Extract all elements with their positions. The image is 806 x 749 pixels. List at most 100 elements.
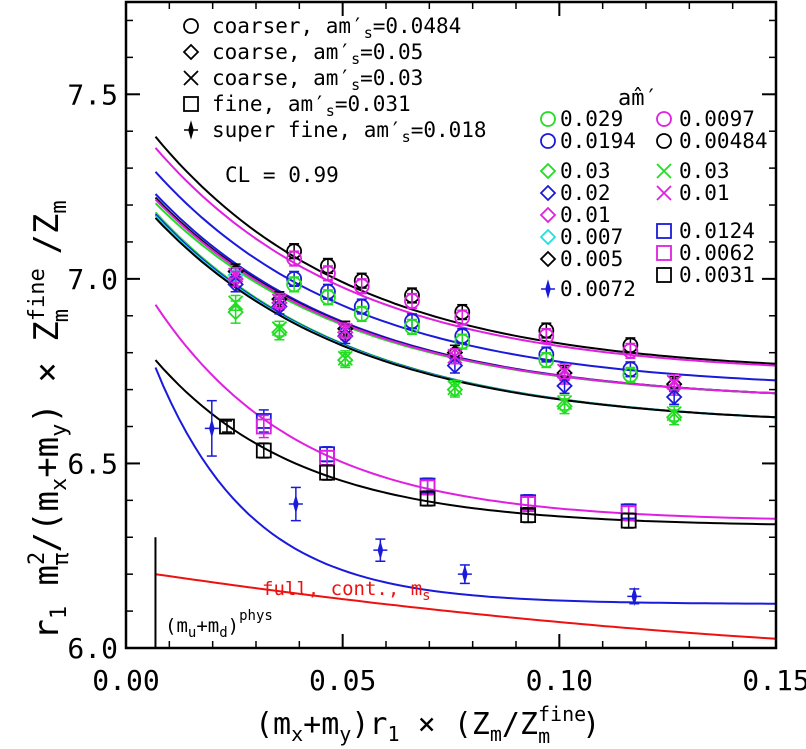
- diamond-marker: [336, 351, 354, 369]
- mass-legend-label: 0.005: [560, 247, 623, 271]
- cross-marker: [447, 348, 463, 365]
- mass-legend-entry: 0.0062: [656, 241, 755, 265]
- ensemble-legend-entry: coarser, am′s=0.0484: [183, 14, 461, 42]
- diamond-marker: [665, 409, 683, 426]
- square-marker: [419, 490, 436, 507]
- diamond-marker: [336, 327, 354, 345]
- mass-legend-label: 0.0097: [679, 107, 755, 131]
- data-point: [353, 278, 370, 295]
- x-tick-label: 0.10: [526, 664, 593, 697]
- circle-marker: [622, 342, 639, 359]
- circle-marker: [353, 306, 370, 322]
- square-marker: [656, 223, 672, 239]
- data-point: [620, 512, 637, 529]
- mass-legend-label: 0.03: [679, 159, 730, 183]
- cross-marker: [337, 350, 353, 366]
- y-tick-label: 7.0: [67, 263, 118, 296]
- ensemble-legend-entry: super fine, am′s=0.018: [184, 118, 487, 146]
- data-point: [666, 374, 682, 391]
- data-point: [404, 292, 420, 310]
- data-point: [520, 506, 537, 524]
- circle-marker: [286, 250, 303, 267]
- data-point: [447, 348, 463, 365]
- circle-marker: [404, 318, 420, 335]
- continuum-label: full, cont., ms: [262, 578, 431, 604]
- mass-legend-entry: 0.0194: [540, 129, 636, 153]
- data-point: [538, 327, 555, 345]
- square-marker: [255, 442, 272, 459]
- data-point: [622, 342, 639, 359]
- mass-legend-label: 0.0194: [560, 129, 636, 153]
- mass-legend-entry: 0.0124: [656, 219, 755, 243]
- data-point: [286, 276, 303, 293]
- fit-curves: [154, 136, 777, 640]
- circle-marker: [622, 366, 639, 383]
- y-axis-label: r1 m2π/(mx+my) × Zfinem /Zm: [25, 200, 74, 639]
- cross-marker: [656, 163, 672, 179]
- square-marker: [255, 418, 272, 435]
- circle-marker: [656, 133, 672, 149]
- mass-legend-entry: 0.00484: [656, 129, 768, 153]
- fancy-plus-marker: [627, 586, 642, 607]
- cross-marker: [271, 321, 288, 337]
- circle-marker: [538, 352, 555, 368]
- fancy-plus-marker: [457, 564, 472, 584]
- cross-marker: [227, 267, 244, 283]
- mass-legend: 0.0290.01940.030.020.010.0070.0050.00720…: [539, 107, 768, 301]
- y-tick-label: 6.0: [67, 632, 118, 665]
- data-point: [204, 399, 219, 457]
- data-point: [320, 289, 336, 306]
- mass-legend-entry: 0.0031: [656, 263, 755, 287]
- ensemble-legend-label: coarse, am′s=0.05: [212, 40, 423, 68]
- diamond-marker: [271, 298, 288, 315]
- diamond-marker: [556, 377, 573, 395]
- mass-legend-label: 0.00484: [679, 129, 768, 153]
- data-point: [227, 267, 244, 284]
- fancy-plus-marker: [288, 494, 303, 514]
- x-tick-label: 0.00: [92, 664, 159, 697]
- square-marker: [183, 96, 199, 112]
- mass-legend-entry: 0.03: [656, 159, 730, 183]
- diamond-marker: [539, 206, 557, 224]
- ensemble-legend-entry: coarse, am′s=0.05: [182, 40, 423, 68]
- square-marker: [656, 245, 672, 261]
- circle-marker: [183, 18, 199, 34]
- ensemble-legend-entry: coarse, am′s=0.03: [183, 66, 423, 94]
- data-point: [271, 320, 288, 337]
- ensemble-legend-label: super fine, am′s=0.018: [212, 118, 487, 146]
- cross-marker: [556, 394, 573, 411]
- x-tick-label: 0.05: [309, 664, 376, 697]
- mass-legend-label: 0.01: [560, 203, 611, 227]
- mass-legend-entry: 0.01: [539, 203, 611, 227]
- data-point: [219, 418, 235, 435]
- axis-ticks: 0.00 0.05 0.10 0.15 6.0 6.5 7.0 7.5: [67, 2, 806, 697]
- fit-curve: [154, 171, 777, 382]
- mass-legend-entry: 0.01: [656, 181, 730, 205]
- data-point: [337, 350, 353, 367]
- diamond-marker: [271, 324, 288, 341]
- data-point: [353, 305, 370, 323]
- fit-curve: [154, 359, 777, 526]
- cross-marker: [666, 374, 682, 390]
- physical-point-label: (mu+md)phys: [165, 608, 273, 641]
- data-point: [288, 486, 303, 522]
- cross-marker: [227, 295, 244, 311]
- data-point: [255, 414, 272, 439]
- mass-legend-entry: 0.029: [540, 107, 623, 131]
- fancy-plus-marker: [204, 418, 219, 439]
- cross-marker: [337, 322, 353, 339]
- square-marker: [656, 267, 672, 283]
- cross-marker: [183, 70, 199, 86]
- circle-marker: [454, 333, 471, 350]
- diamond-marker: [182, 43, 200, 61]
- plot-frame: [124, 0, 778, 650]
- circle-marker: [286, 276, 303, 293]
- circle-marker: [320, 265, 336, 282]
- data-point: [666, 405, 682, 422]
- circle-marker: [540, 111, 556, 127]
- data-point: [538, 351, 555, 369]
- mass-legend-label: 0.0062: [679, 241, 755, 265]
- y-tick-label: 7.5: [67, 78, 118, 111]
- square-marker: [620, 512, 637, 529]
